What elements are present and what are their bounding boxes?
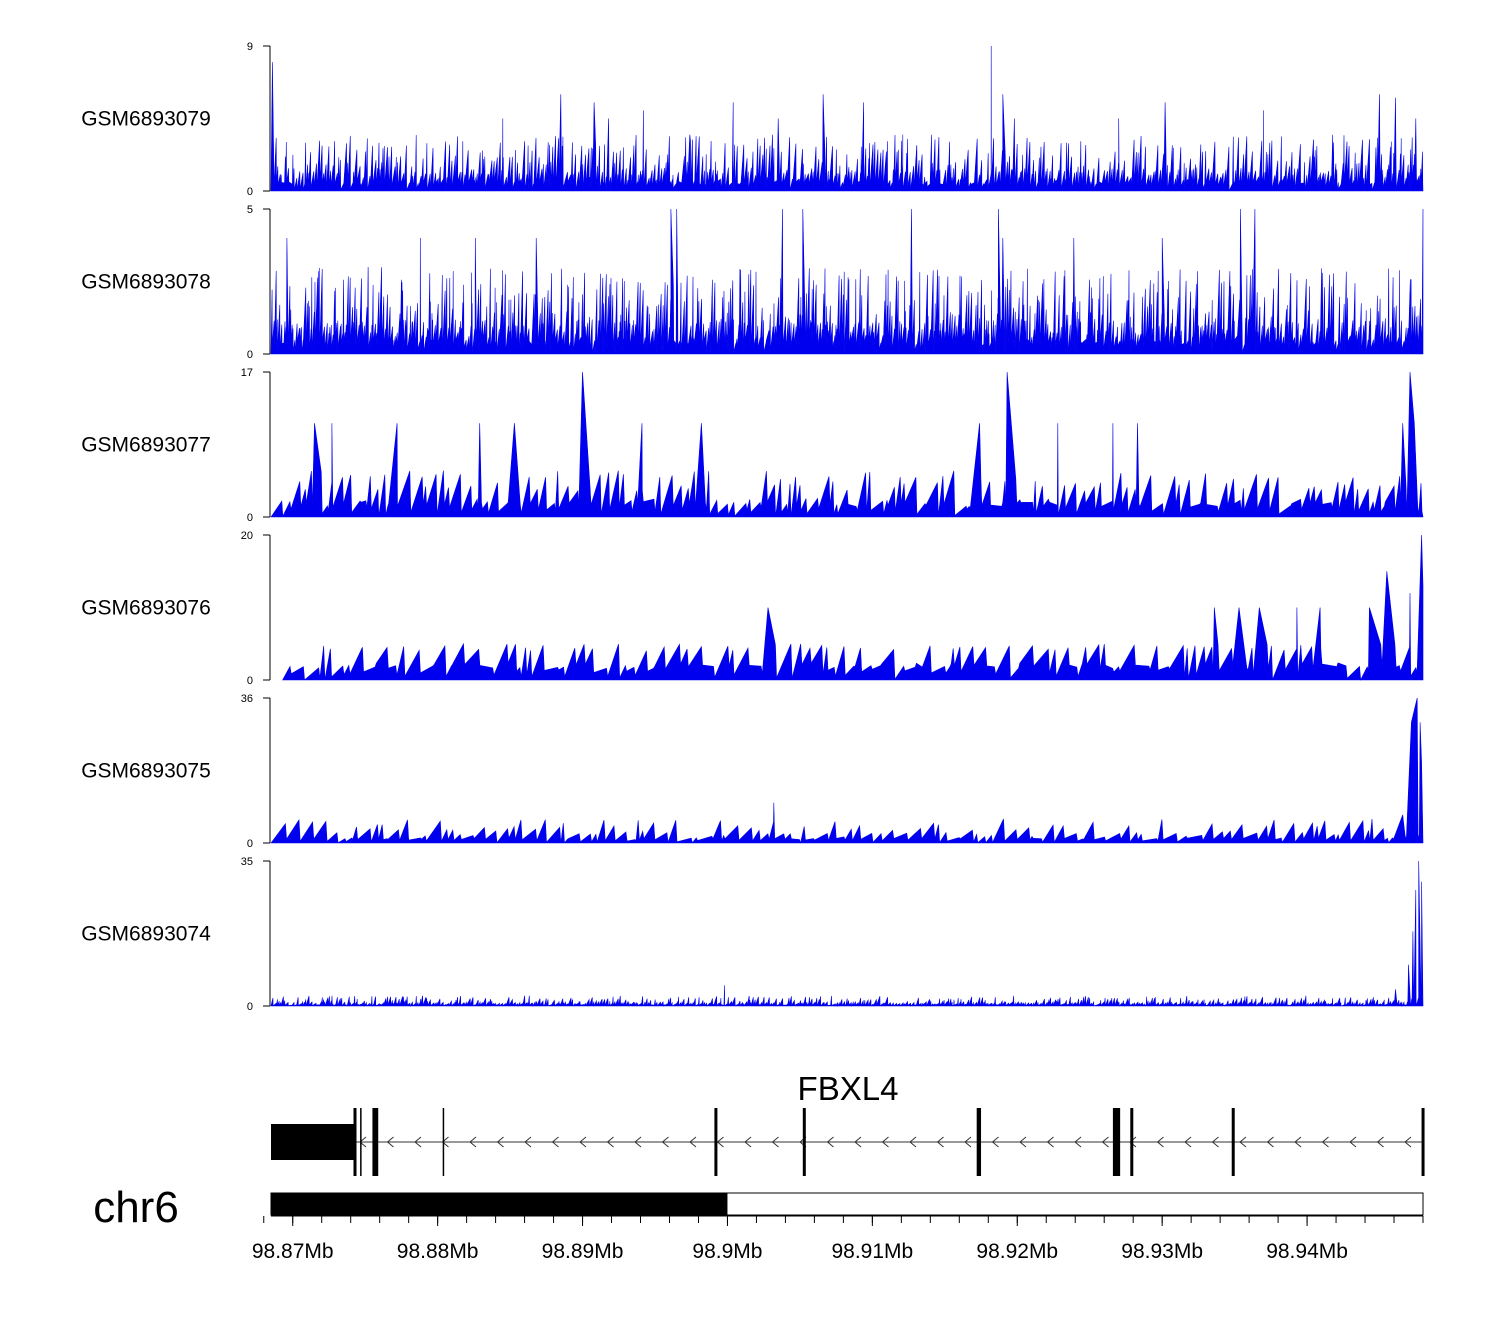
x-axis: 98.87Mb 98.88Mb 98.89Mb 98.9Mb 98.91Mb 98.92M… (252, 1215, 1424, 1263)
gene-track: FBXL4 (271, 1070, 1425, 1176)
track-GSM6893078: GSM6893078 5 0 (81, 204, 1424, 361)
strand-arrow (579, 1136, 587, 1148)
strand-arrow (469, 1136, 477, 1148)
track-label: GSM6893076 (81, 597, 211, 620)
strand-arrow (964, 1136, 972, 1148)
strand-arrow (1156, 1136, 1164, 1148)
strand-arrow (854, 1136, 862, 1148)
strand-arrow (881, 1136, 889, 1148)
strand-arrow (716, 1136, 724, 1148)
track-label: GSM6893077 (81, 434, 211, 457)
strand-arrow (1266, 1136, 1274, 1148)
gene-exon (714, 1108, 718, 1176)
strand-arrow (359, 1136, 367, 1148)
strand-arrow (551, 1136, 559, 1148)
strand-arrow (1294, 1136, 1302, 1148)
strand-arrow (1129, 1136, 1137, 1148)
gene-exon (1231, 1108, 1235, 1176)
strand-arrow (1404, 1136, 1412, 1148)
coverage-area (282, 534, 1424, 681)
y-tick-label-min: 0 (247, 186, 253, 198)
track-label: GSM6893079 (81, 108, 211, 131)
strand-arrow (1376, 1136, 1384, 1148)
strand-arrow (414, 1136, 422, 1148)
gene-exon (1421, 1108, 1425, 1176)
coverage-area (270, 697, 1424, 844)
gene-exon (976, 1108, 982, 1176)
strand-arrow (606, 1136, 614, 1148)
track-GSM6893079: GSM6893079 9 0 (81, 41, 1424, 198)
gene-exon (802, 1108, 806, 1176)
strand-arrow (524, 1136, 532, 1148)
y-tick-label-min: 0 (247, 512, 253, 524)
strand-arrow (1046, 1136, 1054, 1148)
strand-arrow (771, 1136, 779, 1148)
y-tick-label-max: 20 (241, 530, 253, 542)
coverage-area (270, 860, 1424, 1008)
chromosome-label: chr6 (93, 1183, 179, 1232)
y-tick-label-min: 0 (247, 838, 253, 850)
strand-arrow (1321, 1136, 1329, 1148)
track-GSM6893074: GSM6893074 35 0 (81, 856, 1424, 1013)
gene-utr-block (271, 1124, 357, 1160)
strand-arrow (1074, 1136, 1082, 1148)
strand-arrow (1019, 1136, 1027, 1148)
strand-arrow (634, 1136, 642, 1148)
strand-arrow (496, 1136, 504, 1148)
track-GSM6893077: GSM6893077 17 0 (81, 367, 1424, 524)
gene-name: FBXL4 (798, 1070, 899, 1107)
coverage-tracks: GSM689307990GSM689307850GSM6893077170GSM… (81, 41, 1424, 1013)
strand-arrow (1211, 1136, 1219, 1148)
x-tick-label: 98.94Mb (1266, 1240, 1348, 1263)
coverage-area (270, 45, 1424, 192)
strand-arrow (441, 1136, 449, 1148)
y-tick-label-max: 36 (241, 693, 253, 705)
strand-arrow (744, 1136, 752, 1148)
strand-arrow (661, 1136, 669, 1148)
strand-arrow (1184, 1136, 1192, 1148)
strand-arrow (386, 1136, 394, 1148)
y-tick-label-min: 0 (247, 1001, 253, 1013)
y-tick-label-max: 35 (241, 856, 253, 868)
ideogram-band (271, 1193, 728, 1215)
strand-arrow (826, 1136, 834, 1148)
strand-arrow (991, 1136, 999, 1148)
track-label: GSM6893078 (81, 271, 211, 294)
x-tick-label: 98.93Mb (1121, 1240, 1203, 1263)
y-tick-label-min: 0 (247, 349, 253, 361)
strand-arrow (1239, 1136, 1247, 1148)
y-tick-label-max: 9 (247, 41, 253, 53)
coverage-area (270, 371, 1424, 518)
x-tick-label: 98.87Mb (252, 1240, 334, 1263)
y-tick-label-min: 0 (247, 675, 253, 687)
track-GSM6893076: GSM6893076 20 0 (81, 530, 1424, 687)
y-tick-label-max: 17 (241, 367, 253, 379)
x-tick-label: 98.9Mb (692, 1240, 762, 1263)
x-tick-label: 98.92Mb (976, 1240, 1058, 1263)
track-label: GSM6893075 (81, 760, 211, 783)
coverage-area (270, 208, 1424, 355)
x-tick-label: 98.91Mb (831, 1240, 913, 1263)
y-tick-label-max: 5 (247, 204, 253, 216)
track-label: GSM6893074 (81, 923, 211, 946)
gene-exon (372, 1108, 379, 1176)
strand-arrow (689, 1136, 697, 1148)
x-tick-label: 98.88Mb (397, 1240, 479, 1263)
strand-arrow (1101, 1136, 1109, 1148)
strand-arrow (909, 1136, 917, 1148)
x-tick-label: 98.89Mb (542, 1240, 624, 1263)
strand-arrow (936, 1136, 944, 1148)
strand-arrow (1349, 1136, 1357, 1148)
gene-exon (1112, 1108, 1121, 1176)
track-GSM6893075: GSM6893075 36 0 (81, 693, 1424, 850)
gene-exon (1130, 1108, 1134, 1176)
chromosome-ideogram (270, 1192, 1424, 1216)
